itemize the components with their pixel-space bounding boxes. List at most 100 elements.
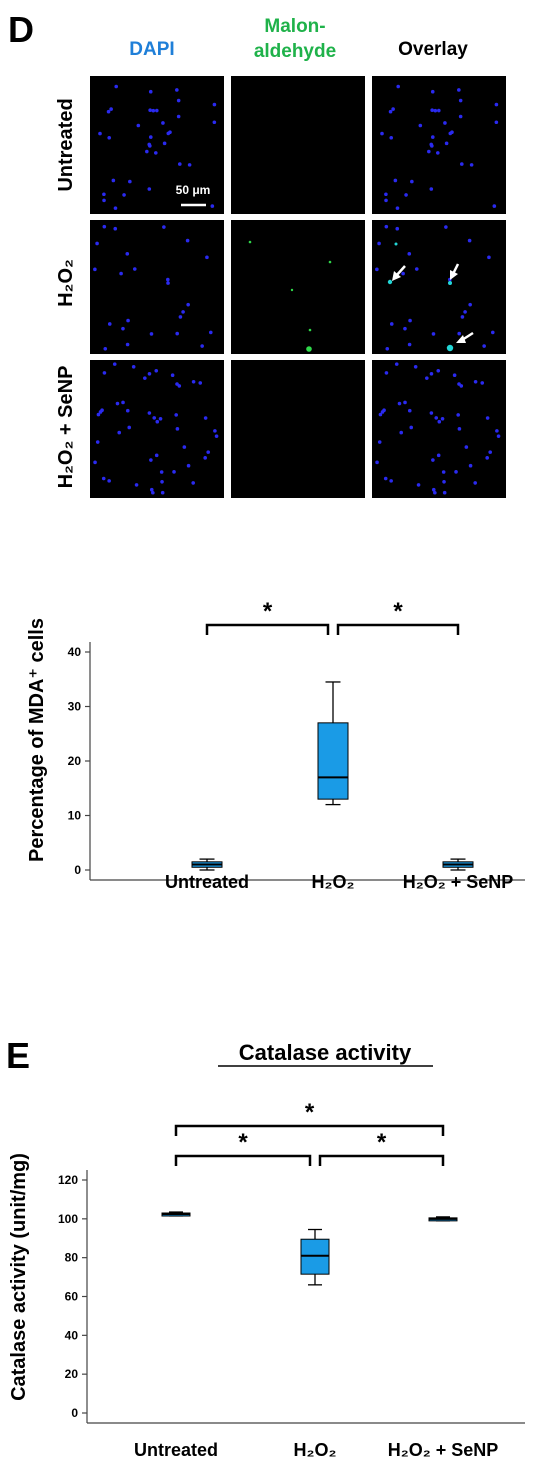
nucleus-dot [153, 151, 158, 155]
nucleus-dot [186, 302, 190, 307]
column-header-dapi: DAPI [129, 39, 174, 60]
nucleus-dot [404, 193, 408, 197]
nucleus-dot [106, 109, 111, 114]
nucleus-dot [147, 372, 152, 376]
nucleus-dot [175, 88, 179, 92]
nucleus-dot [377, 241, 381, 246]
nucleus-dot [168, 130, 172, 135]
nucleus-dot [431, 487, 436, 492]
nucleus-dot [95, 241, 99, 246]
nucleus-dot [112, 362, 117, 366]
nucleus-dot [160, 490, 165, 495]
nucleus-dot [433, 108, 438, 113]
significance-label: * [238, 1129, 248, 1156]
nucleus-dot [389, 322, 394, 326]
nucleus-dot [418, 123, 423, 128]
nucleus-dot [170, 373, 175, 378]
nucleus-dot [147, 187, 152, 191]
nucleus-dot [388, 109, 393, 114]
nucleus-dot [409, 425, 414, 430]
nucleus-dot [145, 149, 149, 154]
nucleus-dot [125, 342, 130, 347]
nucleus-dot [436, 368, 441, 373]
nucleus-dot [151, 490, 155, 495]
nucleus-dot [93, 460, 97, 465]
nucleus-dot [467, 238, 472, 243]
nucleus-dot [375, 267, 379, 272]
arrow-icon [456, 331, 474, 343]
nucleus-dot [454, 470, 458, 474]
y-tick-label: 0 [71, 1406, 78, 1420]
y-tick-label: 40 [68, 645, 82, 659]
nucleus-dot [154, 368, 159, 373]
nucleus-dot [433, 490, 437, 495]
nucleus-dot [177, 384, 182, 388]
nucleus-dot [214, 434, 219, 438]
nucleus-dot [425, 376, 429, 380]
nucleus-dot [200, 344, 204, 348]
nucleus-dot [494, 120, 499, 125]
arrow-icon [450, 263, 460, 280]
image-untreated-mda [231, 76, 365, 214]
y-tick-label: 10 [68, 809, 82, 823]
nucleus-dot [151, 108, 156, 113]
nucleus-dot [456, 413, 460, 417]
nucleus-dot [154, 453, 159, 458]
nucleus-dot [407, 408, 412, 413]
nucleus-dot [203, 416, 208, 420]
panel-d-micrographs: D DAPI Malon- aldehyde Overlay Untreated… [8, 9, 506, 498]
nucleus-dot [459, 384, 464, 388]
x-category-label: H₂O₂ + SeNP [388, 1440, 499, 1460]
nucleus-dot [441, 470, 446, 474]
row-label-untreated: Untreated [55, 98, 77, 191]
nucleus-dot [128, 179, 132, 184]
nucleus-dot [468, 463, 473, 468]
nucleus-dot [473, 481, 478, 485]
y-tick-label: 60 [65, 1290, 79, 1304]
significance-label: * [377, 1129, 387, 1156]
chart-catalase-box-plot: E Catalase activity Catalase activity (u… [6, 1035, 525, 1460]
nucleus-dot [122, 193, 126, 197]
image-untreated-dapi [90, 76, 224, 214]
y-tick-label: 100 [58, 1212, 78, 1226]
nucleus-dot [149, 487, 154, 492]
y-tick-label: 40 [65, 1328, 79, 1342]
nucleus-dot [430, 89, 435, 94]
nucleus-dot [413, 365, 418, 369]
nucleus-dot [182, 445, 187, 449]
nucleus-dot [490, 330, 495, 335]
row-label-h2o2-senp-suffix: + SeNP [55, 366, 77, 441]
nucleus-dot [410, 179, 414, 184]
nucleus-dot [384, 224, 389, 229]
nucleus-dot [113, 226, 118, 231]
image-h2o2-dapi [90, 220, 224, 354]
nucleus-dot [102, 224, 107, 229]
nucleus-dot [380, 410, 385, 414]
scale-bar-label: 50 μm [176, 183, 211, 197]
nucleus-dot [469, 163, 474, 167]
nucleus-dot [148, 108, 152, 113]
panel-letter-d: D [8, 9, 34, 50]
image-h2o2-mda [231, 220, 365, 354]
nucleus-dot [458, 98, 463, 103]
arrow-icon [392, 265, 406, 281]
nucleus-dot [430, 108, 434, 113]
nucleus-dot [107, 135, 112, 140]
nucleus-dot [152, 416, 157, 420]
nucleus-dot [208, 330, 213, 335]
nucleus-dot [429, 187, 434, 191]
significance-label: * [263, 598, 273, 625]
nucleus-dot [121, 400, 125, 405]
overlap-signal-dot [446, 344, 454, 352]
significance-bracket [174, 1124, 445, 1136]
overlap-signal-dot [387, 279, 393, 285]
y-tick-label: 20 [65, 1367, 79, 1381]
nucleus-dot [389, 135, 394, 140]
nucleus-dot [101, 476, 106, 481]
nucleus-dot [399, 430, 404, 435]
nucleus-dot [459, 162, 464, 166]
nucleus-dot [492, 204, 497, 208]
nucleus-dot [147, 411, 152, 415]
nucleus-dot [102, 198, 106, 203]
significance-bracket [174, 1154, 312, 1166]
